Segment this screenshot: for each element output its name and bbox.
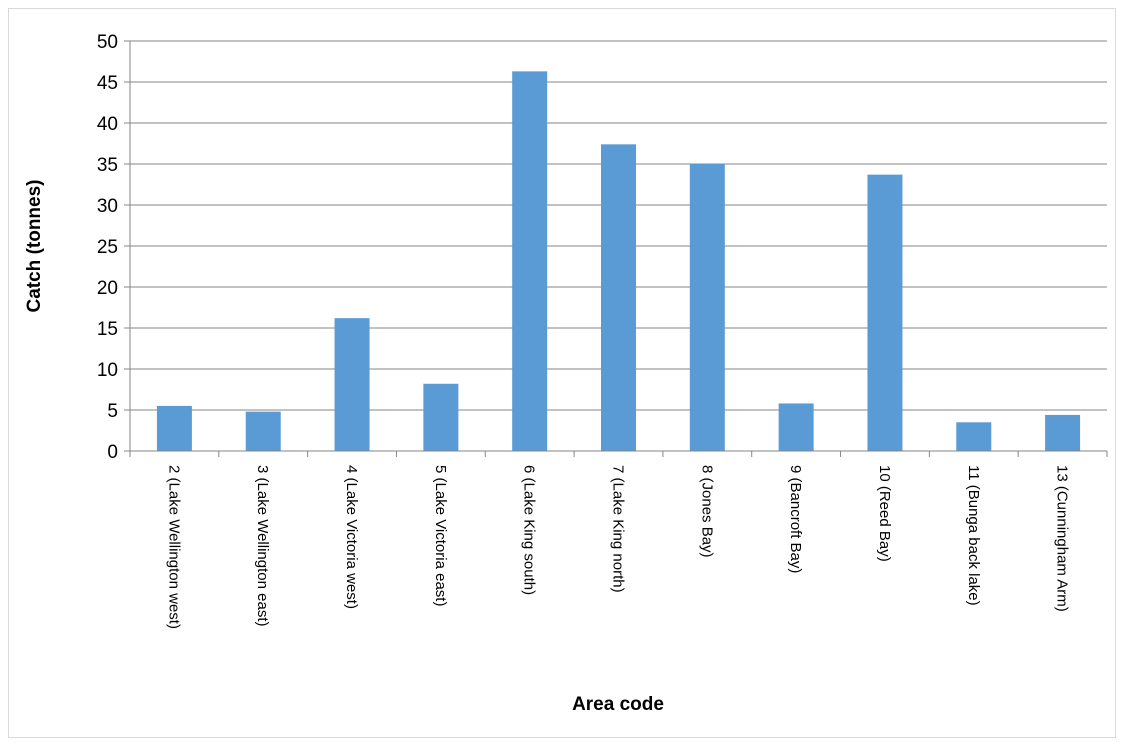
y-tick-label: 50 — [97, 32, 118, 53]
y-tick-label: 0 — [107, 442, 118, 463]
y-axis-title: Catch (tonnes) — [24, 180, 45, 313]
x-tick-label: 4 (Lake Victoria west) — [343, 465, 360, 609]
bar — [245, 411, 281, 451]
bar — [778, 403, 814, 451]
y-tick-label: 40 — [97, 114, 118, 135]
y-tick-label: 45 — [97, 73, 118, 94]
y-tick-label: 5 — [107, 401, 118, 422]
bar — [334, 318, 370, 451]
chart-frame — [8, 8, 1116, 738]
y-tick-label: 15 — [97, 319, 118, 340]
bar — [423, 383, 459, 451]
x-tick-label: 13 (Cunningham Arm) — [1054, 465, 1071, 612]
bars — [156, 71, 1081, 451]
x-tick-label: 9 (Bancroft Bay) — [787, 465, 804, 573]
y-tick-label: 25 — [97, 237, 118, 258]
x-tick-label: 10 (Reed Bay) — [876, 465, 893, 562]
x-tick-label: 2 (Lake Wellington west) — [165, 465, 182, 629]
y-tick-label: 20 — [97, 278, 118, 299]
y-tick-labels: 0 5 10 15 20 25 30 35 40 45 50 — [97, 32, 118, 463]
x-tick-label: 5 (Lake Victoria east) — [432, 465, 449, 606]
bar — [689, 164, 725, 451]
y-tick-label: 30 — [97, 196, 118, 217]
bar — [1045, 414, 1081, 451]
y-tick-label: 35 — [97, 155, 118, 176]
x-tick-label: 3 (Lake Wellington east) — [254, 465, 271, 626]
bar — [156, 405, 192, 451]
bar — [867, 174, 903, 451]
x-axis-title: Area code — [572, 694, 664, 715]
bar — [956, 422, 992, 451]
bar — [601, 144, 636, 451]
x-tick-label: 6 (Lake King south) — [521, 465, 538, 595]
axes — [129, 41, 1108, 457]
x-tick-label: 11 (Bunga back lake) — [965, 465, 982, 606]
x-tick-label: 8 (Jones Bay) — [698, 465, 715, 558]
y-tick-label: 10 — [97, 360, 118, 381]
bar — [512, 71, 548, 451]
x-tick-labels: 2 (Lake Wellington west) 3 (Lake Wellingt… — [165, 465, 1070, 629]
x-tick-label: 7 (Lake King north) — [610, 465, 627, 593]
